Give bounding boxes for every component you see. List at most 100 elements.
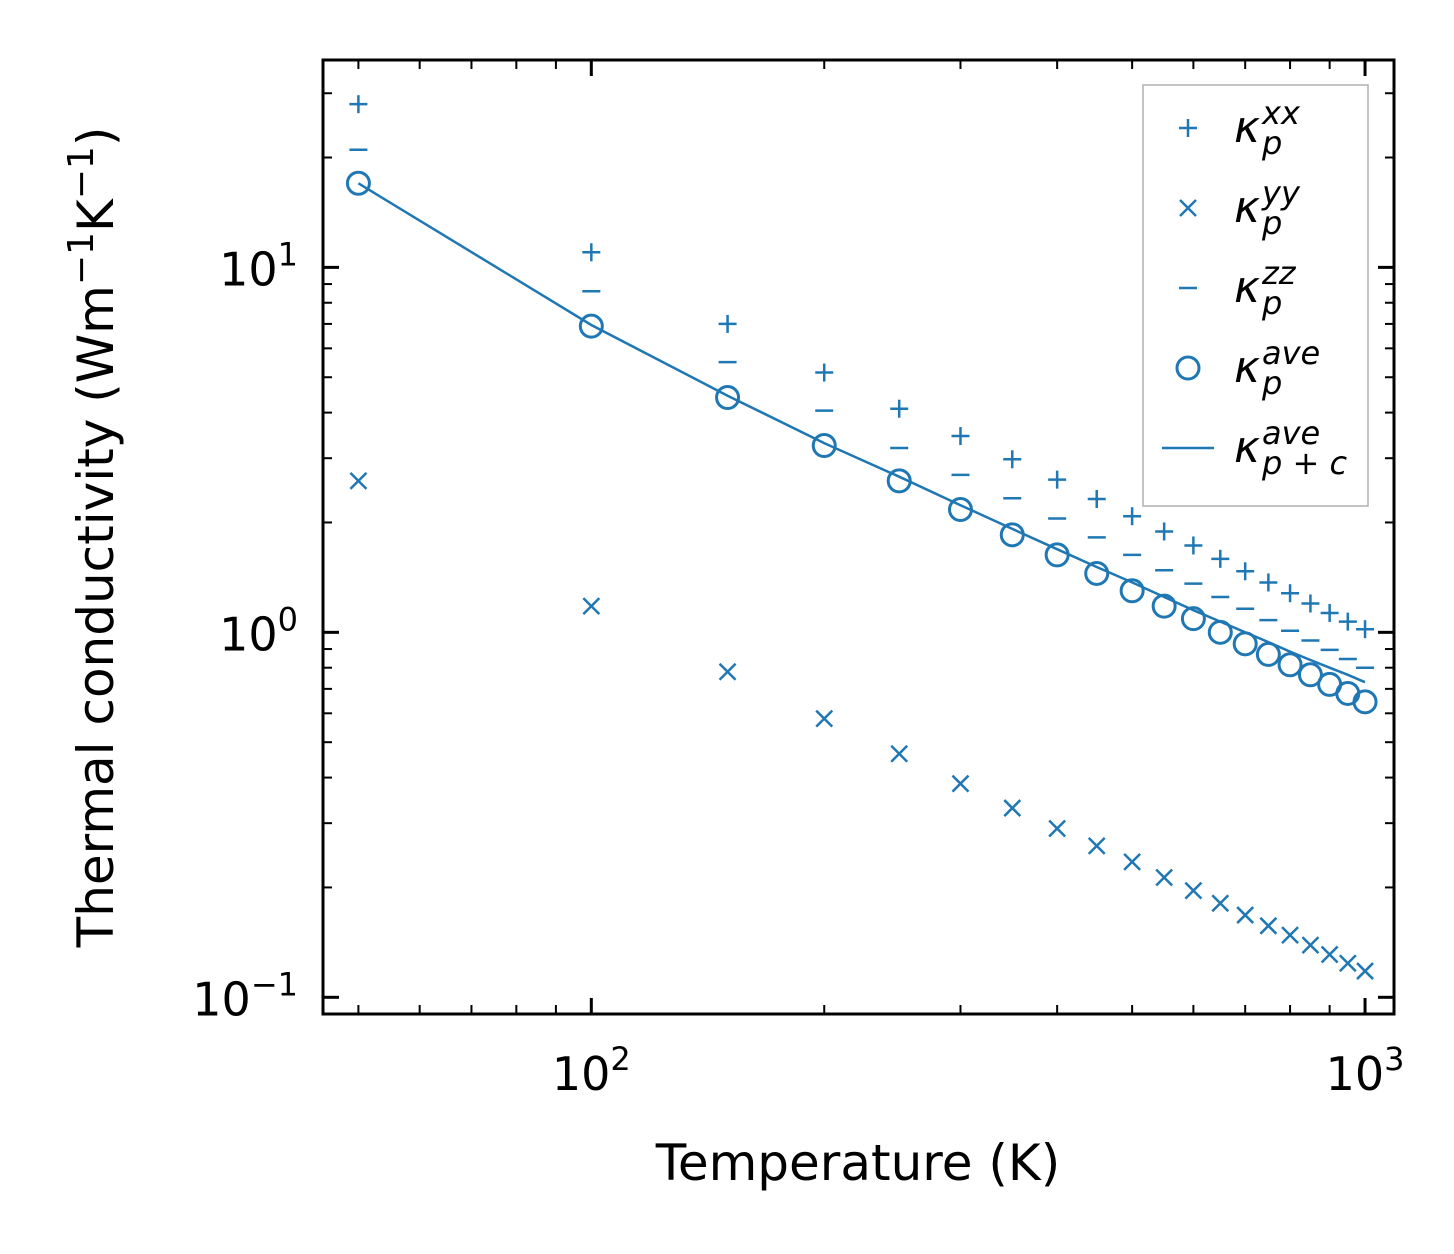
kappa_p_yy-point-d2 [1356,962,1374,980]
kappa_p_yy-point [1087,836,1106,855]
kappa_p_ave-point [1352,689,1378,715]
kappa_p_xx-point [1236,562,1255,581]
y-tick-label: 100 [219,600,298,661]
y-tick-label-base: 10 [192,972,251,1026]
y-axis-label-exp2: −1 [61,146,102,199]
kappa_p_yy-point-d2 [1320,945,1339,964]
x-tick-label: 102 [552,1040,631,1101]
kappa_p_yy-point-d2 [1211,894,1230,913]
y-axis-label-suffix: ) [67,127,125,147]
kappa_p_yy-point-d2 [718,662,737,681]
kappa_p_yy-point [718,662,737,681]
kappa_p_xx-point [582,243,601,262]
kappa_p_ave-point [1044,542,1070,568]
kappa_p_yy-point [1155,868,1174,887]
legend-symbol: κ [1234,342,1260,393]
y-axis-label-exp1: −1 [61,232,102,285]
kappa_p_yy-point-d2 [1155,868,1174,887]
legend-symbol: κ [1234,102,1260,153]
legend-subscript: p + c [1261,444,1347,482]
legend-subscript: p [1261,284,1282,322]
x-tick-label-exp: 2 [610,1040,630,1078]
legend-superscript: ave [1262,414,1320,452]
kappa_p_xx-point [951,427,970,446]
legend-box [1142,84,1369,507]
kappa_p_yy-point-d2 [1338,954,1357,973]
y-tick-label-base: 10 [219,242,278,296]
legend-symbol: κ [1234,182,1260,233]
kappa_p_yy-point [815,709,834,728]
kappa_p_yy-point [1301,936,1320,954]
kappa_p_yy-point-d2 [890,744,909,763]
kappa_p_xx-point [1259,573,1278,592]
kappa_p_xx-point [1087,489,1106,508]
kappa_p_xx-point [1211,549,1230,568]
kappa_p_ave-point [1277,652,1303,678]
kappa_p_yy-point [890,744,909,763]
y-tick-label-exp: 0 [278,600,298,638]
kappa_p_yy-point [349,472,368,490]
y-tick-label-exp: −1 [251,965,298,1003]
kappa_p_yy-point-d2 [951,774,970,793]
kappa_p_xx-point [1003,450,1022,469]
x-tick-label-base: 10 [1326,1047,1385,1101]
kappa_p_yy-point-d2 [1123,852,1142,871]
kappa_p_ave-point [1151,593,1177,619]
kappa_p_yy-point-d2 [1003,799,1022,817]
kappa_p_yy-point [1236,906,1255,924]
legend-symbol: κ [1234,422,1260,473]
kappa_p_yy-point-d2 [1301,936,1320,954]
kappa_p_xx-point [1123,507,1142,526]
kappa_p_yy-point [1338,954,1357,973]
x-tick-label-exp: 3 [1384,1040,1404,1078]
kappa_p_yy-point [951,774,970,793]
y-tick-label-exp: 1 [278,235,298,273]
kappa_p_ave-point [886,468,912,494]
kappa_p_ave-point [1084,560,1110,586]
kappa_pc_ave-line [357,182,1366,684]
kappa_p_yy-point-d2 [349,472,368,490]
legend-subscript: p [1261,204,1282,242]
kappa_p_yy-point [1123,852,1142,871]
kappa_p_yy-point [1259,916,1278,935]
kappa_p_yy-point [1320,945,1339,964]
legend-label-kappa_p_xx: κxx p [1234,94,1301,162]
kappa_p_yy-point [1211,894,1230,913]
kappa_p_ave-point [1207,619,1233,645]
kappa_p_ave-point [1297,662,1323,688]
kappa_p_ave-point [345,170,371,196]
legend-label-kappa_pc_ave: κave p + c [1234,414,1347,482]
legend-marker-kappa_p_xx [1179,119,1197,137]
kappa_p_xx-point [1155,522,1174,541]
legend-marker-kappa_p_yy [1179,199,1197,217]
kappa_p_yy-point [582,597,601,615]
kappa_p_ave-point [715,384,741,410]
kappa_p_ave-point [1180,606,1206,632]
kappa_p_xx-point [1356,620,1375,639]
legend-superscript: xx [1261,94,1301,132]
legend-symbol: κ [1234,262,1260,313]
kappa_p_xx-point [1281,584,1300,603]
x-tick-label-base: 10 [552,1047,611,1101]
legend-marker-kappa_p_ave [1175,355,1201,381]
kappa_p_xx-point [718,314,737,333]
kappa_p_xx-point [1048,470,1067,489]
plot-series [345,95,1378,980]
kappa_p_ave-point [999,522,1025,548]
kappa_p_xx-point [349,95,368,114]
kappa_p_ave-point [1119,578,1145,604]
kappa_p_yy-point-d2 [1236,906,1255,924]
kappa_p_yy-point-d2 [1184,881,1203,900]
kappa_p_yy-point-d2 [1048,819,1067,838]
legend-subscript: p [1261,124,1282,162]
kappa_p_ave-point [578,313,604,339]
kappa_p_xx-point [1184,536,1203,555]
kappa_p_yy-point-d2 [1281,926,1299,945]
kappa_p_yy-point [1003,799,1022,817]
kappa_p_ave-point [947,497,973,523]
plot-frame [321,58,1396,1016]
kappa_p_yy-point [1184,881,1203,900]
kappa_p_yy-point-d2 [815,709,834,728]
